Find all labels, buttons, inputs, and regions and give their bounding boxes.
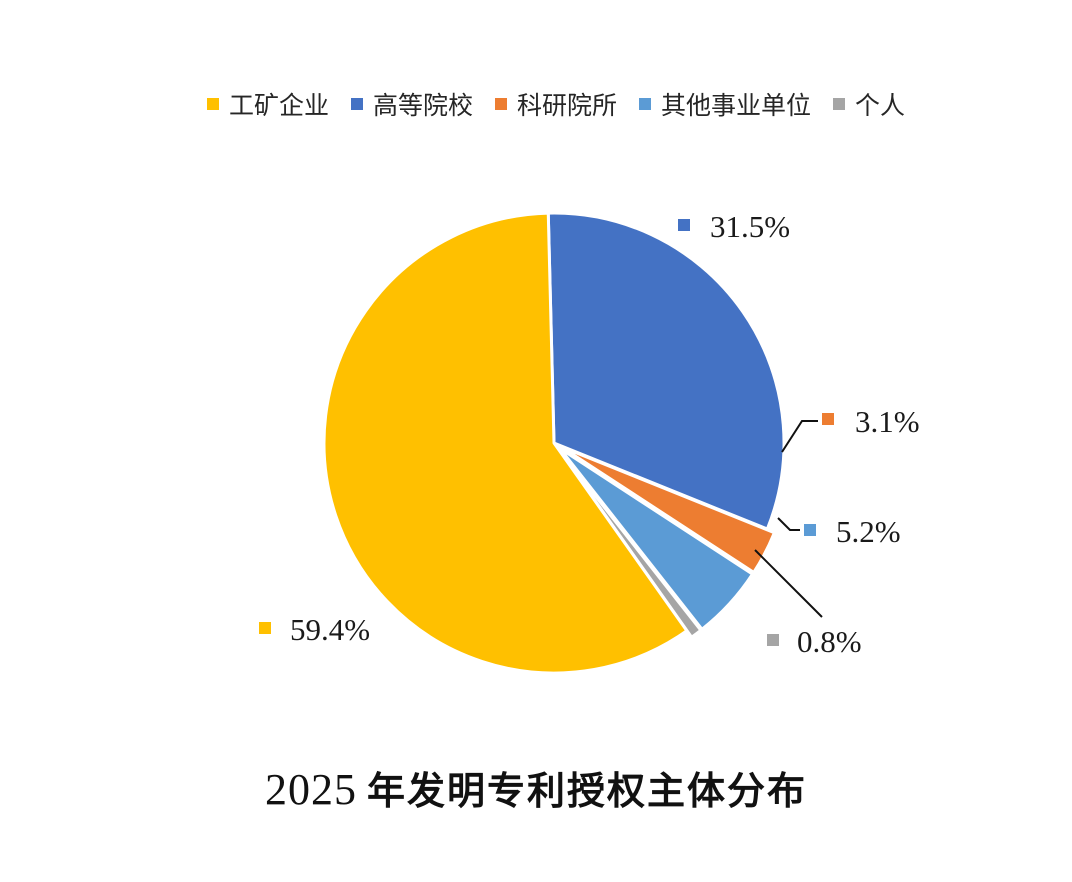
legend-label-other-institutions: 其他事业单位 <box>661 91 812 120</box>
data-label-individuals: 0.8% <box>797 624 862 659</box>
legend-item-individuals: 个人 <box>833 86 905 122</box>
legend-swatch-industrial-enterprises <box>206 98 219 110</box>
pie-slice-research-institutes <box>559 445 776 574</box>
chart-title-year: 2025 <box>264 765 357 814</box>
pie-slice-industrial-enterprises <box>322 211 689 675</box>
label-marker-research-institutes <box>822 413 834 425</box>
pie-slices <box>322 211 786 675</box>
leader-line-individuals <box>754 549 823 618</box>
chart-title-text: 年发明专利授权主体分布 <box>366 769 807 813</box>
legend-item-industrial-enterprises: 工矿企业 <box>206 86 329 122</box>
legend-label-industrial-enterprises: 工矿企业 <box>228 91 329 120</box>
legend-label-individuals: 个人 <box>855 91 906 120</box>
legend-swatch-universities <box>350 98 363 110</box>
chart-title: 2025 年发明专利授权主体分布 <box>0 760 1072 815</box>
legend-swatch-individuals <box>833 98 846 110</box>
label-marker-industrial-enterprises <box>259 622 271 634</box>
leader-line-other-institutions <box>777 517 800 531</box>
pie-slice-individuals <box>557 447 703 639</box>
legend-item-other-institutions: 其他事业单位 <box>639 86 811 122</box>
data-label-other-institutions: 5.2% <box>836 514 901 549</box>
chart-legend: 工矿企业 高等院校 科研院所 其他事业单位 个人 <box>0 84 1072 124</box>
legend-label-research-institutes: 科研院所 <box>516 91 617 120</box>
data-label-industrial-enterprises: 59.4% <box>290 612 370 647</box>
data-labels: 59.4% 31.5% 3.1% 5.2% 0.8% <box>259 209 920 659</box>
leader-line-research-institutes <box>781 420 818 453</box>
label-marker-individuals <box>767 634 779 646</box>
legend-swatch-other-institutions <box>639 98 651 110</box>
pie-slice-universities <box>546 211 786 531</box>
label-marker-universities <box>678 219 690 231</box>
label-marker-other-institutions <box>804 524 816 536</box>
legend-label-universities: 高等院校 <box>372 91 473 120</box>
legend-item-universities: 高等院校 <box>350 86 473 122</box>
legend-swatch-research-institutes <box>494 98 507 110</box>
data-label-research-institutes: 3.1% <box>855 404 920 439</box>
pie-slice-other-institutions <box>558 446 755 631</box>
data-label-universities: 31.5% <box>710 209 790 244</box>
legend-item-research-institutes: 科研院所 <box>494 86 617 122</box>
